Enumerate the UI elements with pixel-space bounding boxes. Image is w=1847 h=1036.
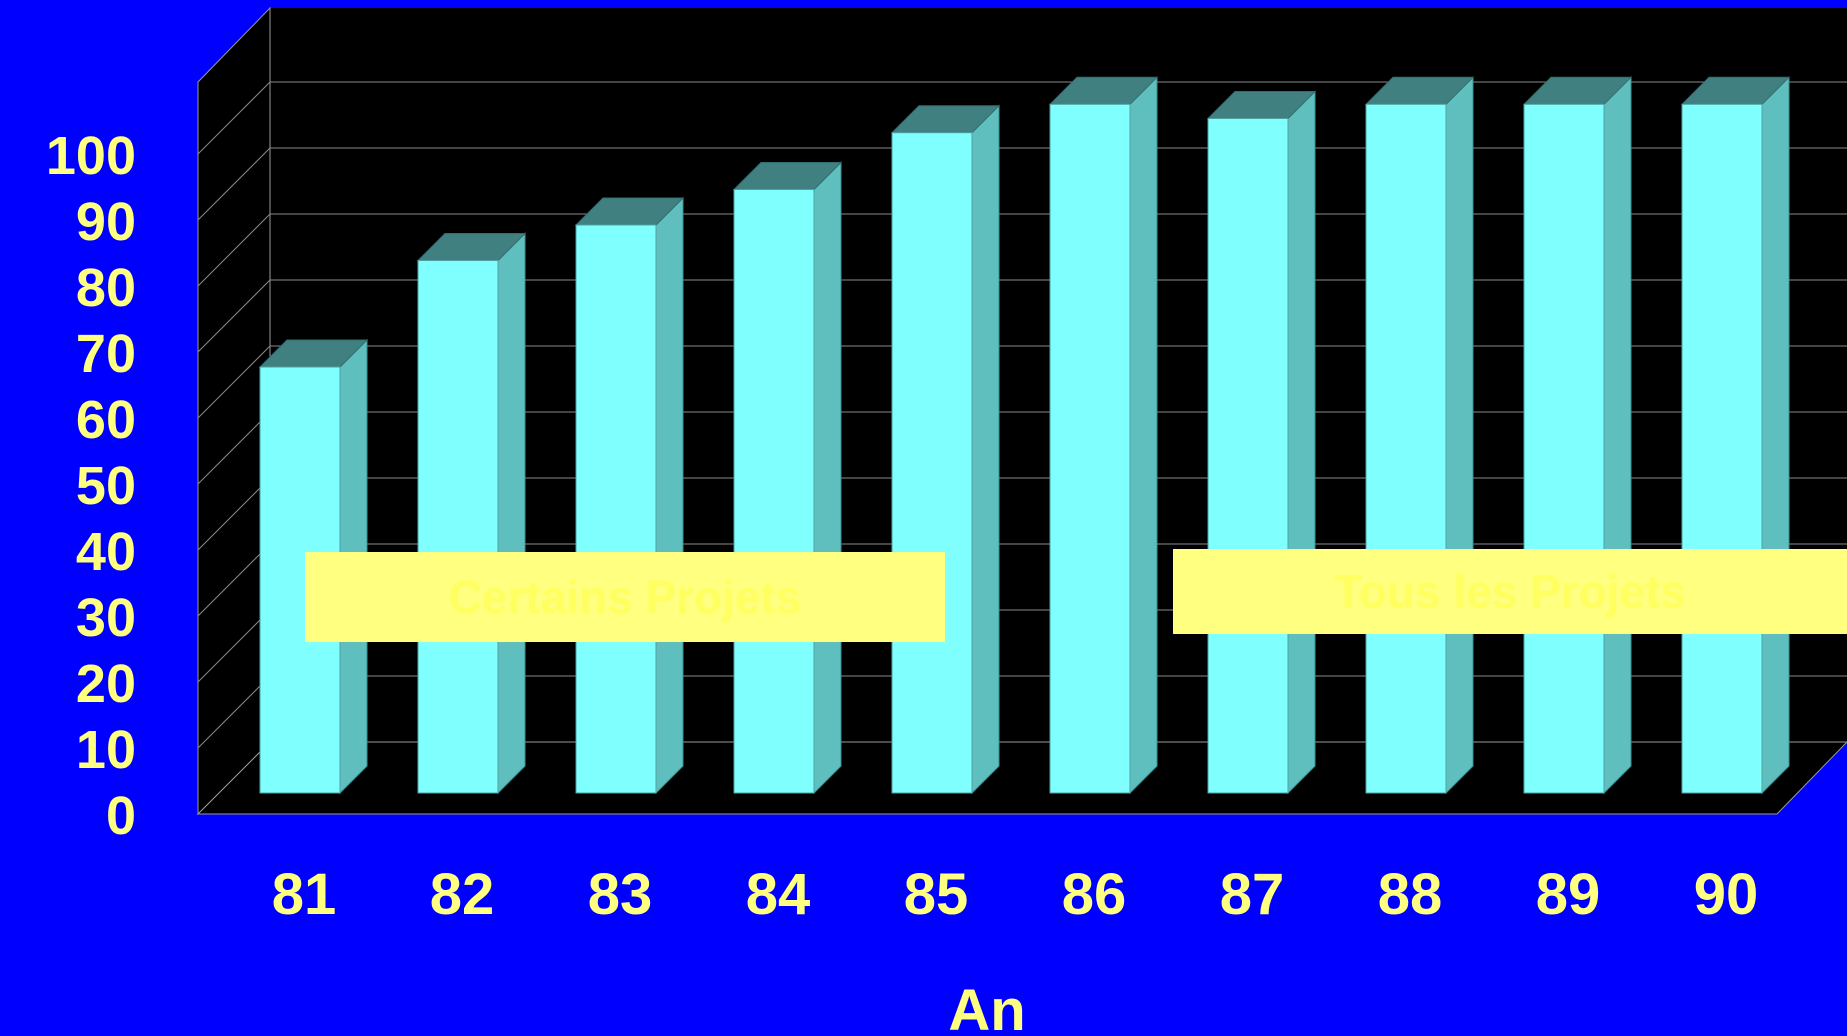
x-tick-label: 81 xyxy=(272,862,337,927)
annotation-label: Tous les Projets xyxy=(1334,566,1686,618)
x-tick-label: 87 xyxy=(1220,862,1285,927)
bar-side xyxy=(971,104,1000,795)
gridline-left xyxy=(197,279,271,353)
plot-left-wall xyxy=(197,6,271,816)
x-tick-label: 86 xyxy=(1062,862,1127,927)
y-tick-label: 10 xyxy=(76,720,136,780)
bar-front xyxy=(891,132,973,794)
bar-89 xyxy=(1522,76,1633,795)
x-tick-label: 90 xyxy=(1694,862,1759,927)
gridline-left xyxy=(197,81,271,155)
y-tick-label: 90 xyxy=(76,192,136,252)
bar-85 xyxy=(890,104,1001,795)
bar-83 xyxy=(574,196,685,795)
bar-front xyxy=(575,224,657,794)
annotation-background xyxy=(1173,549,1847,634)
bar-side xyxy=(1445,76,1474,795)
x-tick-label: 85 xyxy=(904,862,969,927)
y-tick-label: 40 xyxy=(76,522,136,582)
bar-82 xyxy=(416,232,527,795)
x-tick-label: 83 xyxy=(588,862,653,927)
x-tick-label: 88 xyxy=(1378,862,1443,927)
y-tick-label: 100 xyxy=(46,126,136,186)
gridline-left xyxy=(197,543,271,617)
bar-front xyxy=(733,189,815,794)
y-tick-label: 70 xyxy=(76,324,136,384)
bar-front xyxy=(417,260,499,794)
gridline-left xyxy=(197,675,271,749)
bar-87 xyxy=(1206,90,1317,795)
x-tick-label: 84 xyxy=(746,862,811,927)
gridline-left xyxy=(197,411,271,485)
bar-side xyxy=(655,196,684,795)
gridline-left xyxy=(197,147,271,221)
gridline-left xyxy=(197,213,271,287)
annotation-box: Tous les Projets xyxy=(1173,549,1847,634)
bar-side xyxy=(1287,90,1316,795)
bar-side xyxy=(1129,76,1158,795)
bar-84 xyxy=(732,161,843,795)
bar-side xyxy=(1603,76,1632,795)
bar-88 xyxy=(1364,76,1475,795)
y-tick-label: 80 xyxy=(76,258,136,318)
bar-front xyxy=(1365,103,1447,794)
bar-side xyxy=(813,161,842,795)
bar-side xyxy=(497,232,526,795)
x-tick-label: 89 xyxy=(1536,862,1601,927)
bar-front xyxy=(1523,103,1605,794)
bar-86 xyxy=(1048,76,1159,795)
bar-90 xyxy=(1680,76,1791,795)
annotation-box: Certains Projets xyxy=(305,552,945,642)
y-tick-label: 30 xyxy=(76,588,136,648)
annotation-background xyxy=(305,552,945,642)
y-tick-label: 20 xyxy=(76,654,136,714)
annotation-label: Certains Projets xyxy=(449,571,802,623)
y-tick-label: 50 xyxy=(76,456,136,516)
x-axis-title: An xyxy=(948,978,1025,1036)
bar-front xyxy=(1681,103,1763,794)
y-tick-label: 60 xyxy=(76,390,136,450)
x-axis-ticks: 81 82 83 84 85 86 87 88 89 90 xyxy=(272,862,1759,927)
bar-front xyxy=(1207,118,1289,794)
annotations: Certains Projets Tous les Projets xyxy=(305,549,1847,642)
gridline-left xyxy=(197,477,271,551)
x-tick-label: 82 xyxy=(430,862,495,927)
y-tick-label: 0 xyxy=(106,786,136,846)
gridline-left xyxy=(197,345,271,419)
bar-front xyxy=(1049,103,1131,794)
bar-side xyxy=(1761,76,1790,795)
gridline-left xyxy=(197,609,271,683)
